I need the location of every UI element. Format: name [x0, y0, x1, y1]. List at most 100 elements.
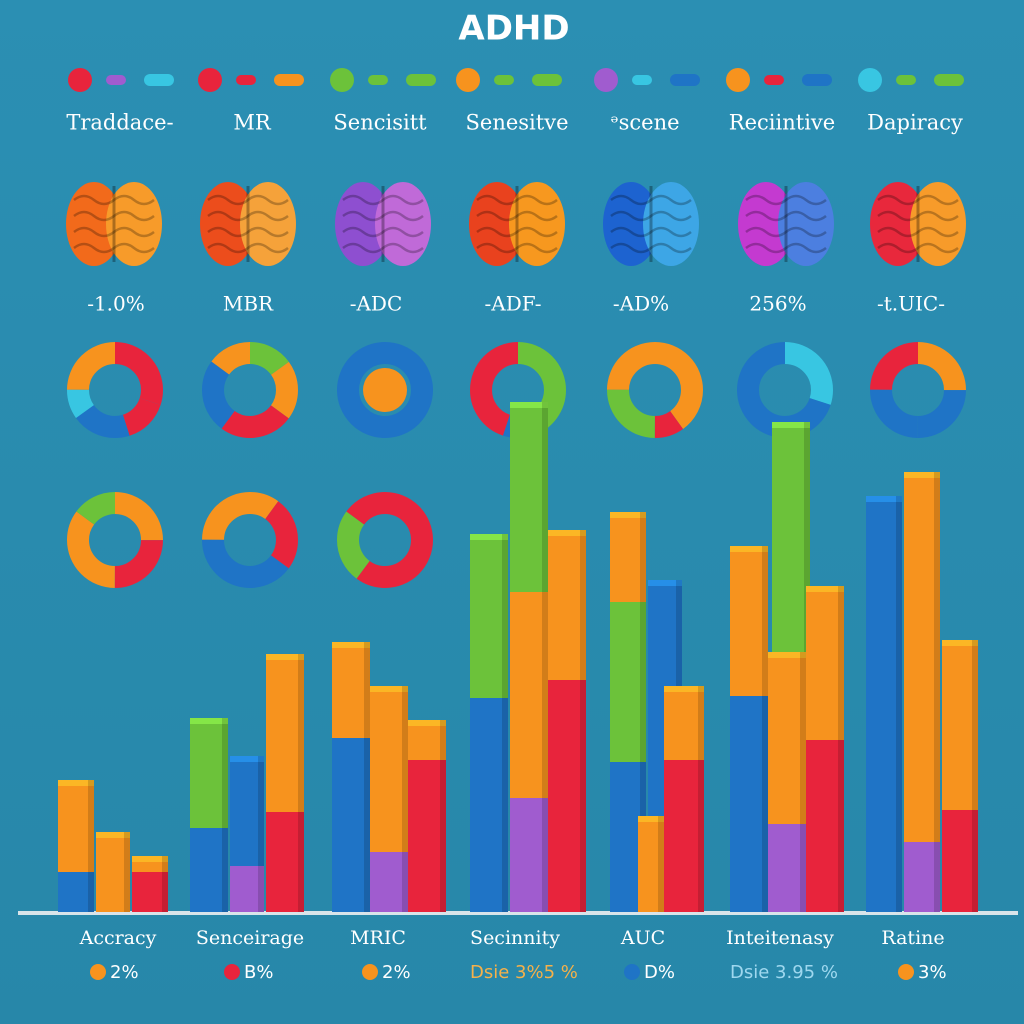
bar-segment	[470, 698, 508, 912]
bar-shade	[698, 686, 704, 912]
legend-pill	[494, 75, 514, 85]
donut-segment	[870, 342, 966, 438]
bar-shade	[502, 534, 508, 912]
brain-fold	[745, 226, 827, 238]
metric-label: Senesitve	[466, 111, 569, 135]
bar-label: Ratine	[881, 927, 944, 949]
brain-fold	[342, 242, 424, 254]
brain-lobe	[240, 182, 296, 266]
bar-label: MRIC	[350, 927, 406, 949]
brain-fold	[207, 242, 289, 254]
footer-label: Dsie 3.95 %	[730, 962, 838, 983]
metric-label: Traddace-	[66, 111, 173, 135]
metric-label: ᵊscene	[610, 111, 679, 135]
bar-segment	[942, 810, 978, 912]
footer-dot	[898, 964, 914, 980]
brain-fold	[73, 194, 155, 206]
brain-label: 256%	[749, 292, 806, 316]
bar-segment	[332, 642, 370, 738]
bar-segment	[266, 654, 304, 812]
bar-shade	[762, 546, 768, 912]
bar-segment	[190, 718, 228, 828]
donut-center	[363, 368, 407, 412]
bar-shade	[934, 472, 940, 912]
brain-fold	[877, 226, 959, 238]
brain-lobe	[335, 182, 391, 266]
legend-pill	[274, 74, 304, 86]
footer-dot	[90, 964, 106, 980]
brain-fold	[476, 194, 558, 206]
footer-dot	[624, 964, 640, 980]
bar-cap	[806, 586, 844, 592]
brain-icon	[870, 182, 966, 266]
donut-segment	[470, 342, 566, 438]
brain-icon	[335, 182, 431, 266]
legend-pill	[934, 74, 964, 86]
brain-fold	[877, 242, 959, 254]
bar-segment	[58, 872, 94, 912]
bar-cap	[332, 642, 370, 648]
brain-lobe	[738, 182, 794, 266]
bar-shade	[658, 816, 664, 912]
brain-lobe	[910, 182, 966, 266]
bar-shade	[364, 642, 370, 912]
bar-shade	[440, 720, 446, 912]
bar-segment	[510, 592, 548, 798]
bar-shade	[580, 530, 586, 912]
bar-cap	[266, 654, 304, 660]
donut-segment	[337, 342, 433, 438]
donut-segment	[202, 342, 298, 438]
brain-fold	[610, 242, 692, 254]
brain-label: MBR	[223, 292, 274, 316]
footer-label: 3%	[918, 962, 947, 983]
bar-segment	[730, 696, 768, 912]
bar-segment	[664, 760, 704, 912]
footer-dot	[224, 964, 240, 980]
brain-lobe	[778, 182, 834, 266]
donut-segment	[67, 492, 163, 588]
bar-segment	[768, 824, 806, 912]
legend-pill	[670, 74, 700, 86]
bar-shade	[222, 718, 228, 912]
metric-label: Reciintive	[729, 111, 835, 135]
bar-cap	[730, 546, 768, 552]
bar-shade	[972, 640, 978, 912]
brain-label: -1.0%	[87, 292, 145, 316]
bar-shade	[542, 402, 548, 912]
bar-shade	[896, 496, 902, 912]
legend-pill	[368, 75, 388, 85]
bar-cap	[510, 402, 548, 408]
footer-label: 2%	[382, 962, 411, 983]
bar-cap	[866, 496, 902, 502]
donut-segment	[202, 492, 298, 588]
brain-label: -AD%	[613, 292, 669, 316]
legend-pill	[106, 75, 126, 85]
footer-label: B%	[244, 962, 273, 983]
bar-shade	[88, 780, 94, 912]
brain-fold	[73, 226, 155, 238]
brain-fold	[207, 210, 289, 222]
bar-shade	[124, 832, 130, 912]
bar-segment	[730, 546, 768, 696]
legend-dot	[858, 68, 882, 92]
brain-fold	[207, 194, 289, 206]
bar-label: Accracy	[79, 927, 157, 949]
bar-cap	[370, 686, 408, 692]
bar-cap	[548, 530, 586, 536]
legend-pill	[632, 75, 652, 85]
bar-cap	[772, 422, 810, 428]
brain-fold	[745, 210, 827, 222]
donut-segment	[67, 492, 163, 588]
donut-segment	[67, 342, 163, 438]
donut-segment	[202, 342, 298, 438]
bar-segment	[510, 402, 548, 592]
brain-lobe	[469, 182, 525, 266]
brain-fold	[207, 226, 289, 238]
bar-segment	[904, 472, 940, 842]
title: ADHD	[458, 9, 569, 49]
legend-dot	[456, 68, 480, 92]
brain-fold	[342, 194, 424, 206]
metric-label: MR	[233, 111, 272, 135]
bar-cap	[132, 856, 168, 862]
